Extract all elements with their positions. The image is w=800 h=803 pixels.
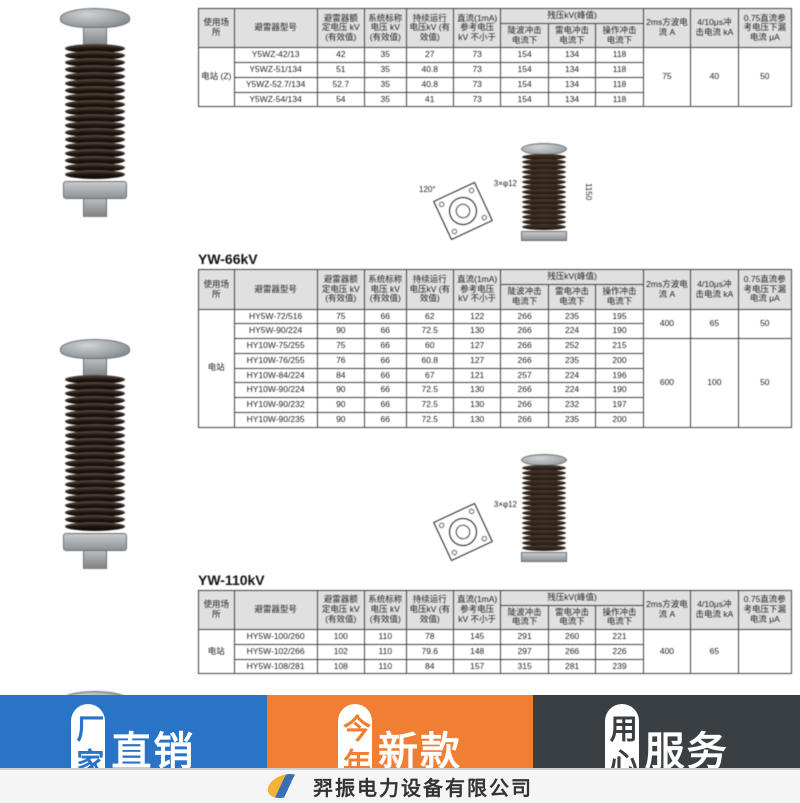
table-row: 电站 HY5W-100/26010011078145291260221 400 … — [199, 630, 792, 645]
th-switch: 操作冲击电流下 — [596, 23, 643, 48]
table-row: 电站 HY5W-72/516756662122266235195 400 65 … — [199, 309, 792, 324]
banner-big-3: 服务 — [645, 719, 729, 777]
height-label: 1150 — [584, 183, 593, 200]
th-sys: 系统标称电压 kV (有效值) — [365, 9, 407, 48]
spec-table-35kv: 使用场所 避雷器型号 避雷器额定电压 kV (有效值) 系统标称电压 kV (有… — [198, 8, 792, 107]
table-body-35kv: 电站 (Z) Y5WZ-42/13 42 35 27 73 154 134 11… — [199, 48, 792, 107]
banner-vtag-3: 用心 — [605, 704, 639, 792]
product-image-column — [0, 0, 190, 800]
angle-label: 120° — [419, 185, 436, 194]
th-use: 使用场所 — [199, 9, 235, 48]
th-steep: 陡波冲击电流下 — [501, 23, 548, 48]
th-lightning: 雷电冲击电流下 — [548, 23, 595, 48]
use-cell: 电站 (Z) — [199, 48, 235, 107]
banner-pill-2: 今年 新款 — [267, 695, 534, 800]
th-dc: 直流(1mA)参考电压 kV 不小于 — [453, 9, 500, 48]
base-plate-sketch: 120° 3×φ12 — [423, 181, 503, 241]
arrester-photo-1 — [35, 8, 155, 217]
section-title-66kv: YW-66kV — [198, 251, 792, 267]
th-cont: 持续运行电压kV (有效值) — [406, 9, 453, 48]
spec-table-110kv: 使用场所 避雷器型号 避雷器额定电压 kV (有效值) 系统标称电压 kV (有… — [198, 590, 792, 675]
th-leak: 0.75直流参考电压下漏电流 μA — [738, 9, 791, 48]
base-plate-sketch-2: 3×φ12 — [423, 502, 503, 562]
banner-big-1: 直销 — [111, 719, 195, 777]
th-410: 4/10μs冲击电流 kA — [691, 9, 738, 48]
dimension-diagram-2: 3×φ12 — [198, 432, 792, 562]
th-resv-group: 残压kV(峰值) — [501, 9, 643, 24]
banner-vtag-1: 厂家 — [71, 704, 105, 792]
tall-insulator-sketch-2 — [521, 454, 567, 562]
spec-table-66kv: 使用场所 避雷器型号 避雷器额定电压 kV (有效值) 系统标称电压 kV (有… — [198, 269, 792, 427]
th-model: 避雷器型号 — [234, 9, 317, 48]
table-row: 电站 (Z) Y5WZ-42/13 42 35 27 73 154 134 11… — [199, 48, 792, 63]
spec-column: 使用场所 避雷器型号 避雷器额定电压 kV (有效值) 系统标称电压 kV (有… — [190, 0, 800, 800]
th-rated: 避雷器额定电压 kV (有效值) — [317, 9, 364, 48]
tall-insulator-sketch: 1150 — [521, 143, 567, 241]
dimension-diagram-1: 120° 3×φ12 1150 — [198, 111, 792, 241]
arrester-photo-2 — [35, 339, 155, 569]
banner-vtag-2: 今年 — [338, 704, 372, 792]
promo-banner: 厂家 直销 今年 新款 用心 服务 — [0, 695, 800, 800]
table-row: HY10W-75/255756660127266252215 600 100 5… — [199, 339, 792, 354]
hole-label-2: 3×φ12 — [494, 500, 517, 509]
banner-pill-1: 厂家 直销 — [0, 695, 267, 800]
hole-label: 3×φ12 — [494, 179, 517, 188]
section-title-110kv: YW-110kV — [198, 572, 792, 588]
banner-pill-3: 用心 服务 — [533, 695, 800, 800]
banner-big-2: 新款 — [378, 719, 462, 777]
th-2ms: 2ms方波电流 A — [643, 9, 690, 48]
